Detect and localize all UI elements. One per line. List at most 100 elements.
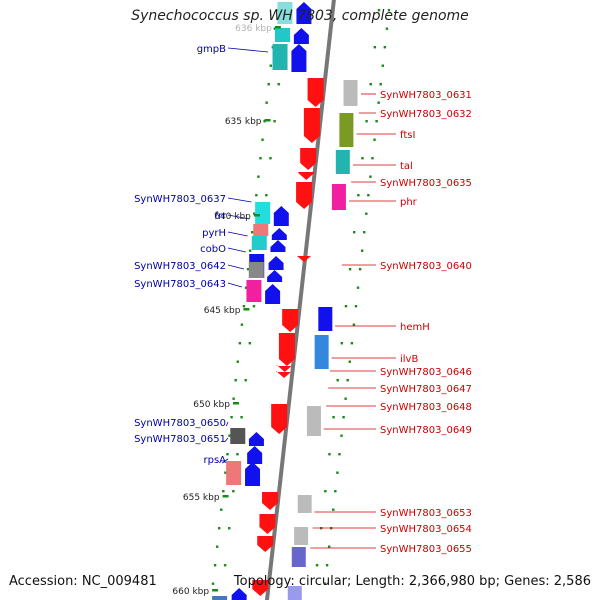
forward-gene-glyph: [303, 108, 320, 143]
reverse-gene-label: SynWH7803_0642: [134, 261, 226, 272]
scale-label: 655 kbp: [183, 493, 220, 503]
reverse-gene-glyph: [271, 228, 287, 240]
forward-gene-label: SynWH7803_0649: [380, 425, 472, 436]
guide-dot: [336, 471, 339, 474]
forward-gene-glyph: [300, 148, 317, 170]
guide-dot: [244, 379, 247, 382]
forward-gene-box: [335, 150, 350, 174]
reverse-gene-box: [274, 28, 290, 42]
forward-gene-box: [331, 184, 346, 210]
guide-dot: [340, 434, 343, 437]
guide-dot: [240, 323, 244, 326]
scale-tick: [232, 402, 239, 405]
guide-dot: [265, 194, 268, 197]
guide-dot: [277, 83, 280, 86]
guide-dot: [252, 305, 256, 308]
reverse-label-line: [227, 231, 248, 237]
forward-gene-glyph: [262, 492, 279, 510]
guide-dot: [211, 582, 215, 585]
guide-dot: [369, 83, 372, 86]
guide-dot: [242, 305, 246, 308]
guide-dot: [232, 490, 235, 493]
forward-gene-box: [294, 527, 309, 545]
guide-dot: [377, 9, 381, 12]
guide-dot: [269, 157, 272, 160]
guide-dot: [236, 360, 239, 363]
forward-gene-label: SynWH7803_0635: [380, 178, 472, 189]
forward-gene-label: tal: [400, 161, 413, 172]
guide-dot: [240, 416, 243, 419]
guide-dot: [255, 194, 258, 197]
map-title: Synechococcus sp. WH 7803, complete geno…: [131, 8, 469, 24]
reverse-gene-glyph: [273, 206, 289, 226]
guide-dot: [363, 231, 366, 234]
guide-dot: [323, 582, 327, 585]
guide-dot: [336, 379, 339, 382]
reverse-gene-box: [253, 224, 269, 236]
scale-label: 660 kbp: [172, 587, 209, 597]
guide-dot: [222, 490, 225, 493]
reverse-gene-label: SynWH7803_0650: [134, 418, 226, 429]
topology-text: Topology: circular; Length: 2,366,980 bp…: [233, 574, 591, 589]
forward-gene-label: SynWH7803_0653: [380, 508, 472, 519]
forward-gene-box: [297, 495, 312, 513]
guide-dot: [328, 453, 331, 456]
reverse-label-line: [227, 247, 246, 253]
reverse-gene-box: [226, 461, 242, 485]
guide-dot: [354, 305, 358, 308]
guide-dot: [228, 527, 231, 530]
forward-gene-glyph: [298, 172, 315, 180]
reverse-gene-label: frr: [214, 211, 226, 222]
guide-dot: [353, 231, 356, 234]
guide-dot: [361, 157, 364, 160]
guide-dot: [360, 249, 364, 252]
reverse-gene-box: [277, 2, 293, 24]
guide-dot: [215, 545, 219, 548]
guide-dot: [253, 212, 256, 215]
reverse-gene-glyph: [247, 446, 263, 464]
guide-dot: [327, 545, 331, 548]
reverse-label-line: [227, 214, 250, 220]
forward-gene-box: [318, 307, 333, 331]
forward-gene-label: SynWH7803_0648: [380, 402, 472, 413]
guide-dot: [369, 175, 372, 178]
forward-gene-label: phr: [400, 197, 418, 208]
reverse-gene-label: rpsA: [203, 455, 226, 466]
forward-gene-box: [314, 335, 329, 369]
forward-gene-label: ilvB: [400, 354, 418, 365]
forward-gene-label: SynWH7803_0632: [380, 109, 472, 120]
guide-dot: [236, 453, 239, 456]
reverse-gene-label: gmpB: [197, 44, 226, 55]
reverse-label-line: [227, 282, 242, 288]
reverse-gene-glyph: [231, 588, 247, 600]
guide-dot: [248, 249, 252, 252]
scale-label: 650 kbp: [193, 400, 230, 410]
forward-gene-box: [306, 406, 321, 436]
guide-dot: [315, 564, 319, 567]
guide-dot: [230, 416, 233, 419]
scale-tick: [274, 26, 281, 29]
guide-dot: [251, 231, 254, 234]
guide-dot: [357, 194, 360, 197]
forward-gene-label: SynWH7803_0640: [380, 261, 472, 272]
scale-label: 640 kbp: [214, 212, 251, 222]
forward-gene-box: [291, 547, 306, 567]
reverse-gene-box: [272, 44, 288, 70]
guide-dot: [223, 564, 227, 567]
reverse-gene-label: cobO: [200, 244, 226, 255]
guide-dot: [234, 379, 237, 382]
reverse-gene-box: [255, 202, 271, 224]
guide-dot: [265, 101, 268, 104]
forward-gene-label: hemH: [400, 322, 430, 333]
guide-dot: [246, 268, 250, 271]
reverse-gene-glyph: [245, 462, 261, 486]
forward-gene-label: SynWH7803_0647: [380, 384, 472, 395]
guide-dot: [338, 453, 341, 456]
guide-dot: [350, 342, 354, 345]
forward-gene-glyph: [297, 256, 312, 262]
reverse-gene-label: SynWH7803_0651: [134, 434, 226, 445]
scale-tick: [212, 589, 219, 592]
forward-gene-label: ftsI: [400, 130, 415, 141]
